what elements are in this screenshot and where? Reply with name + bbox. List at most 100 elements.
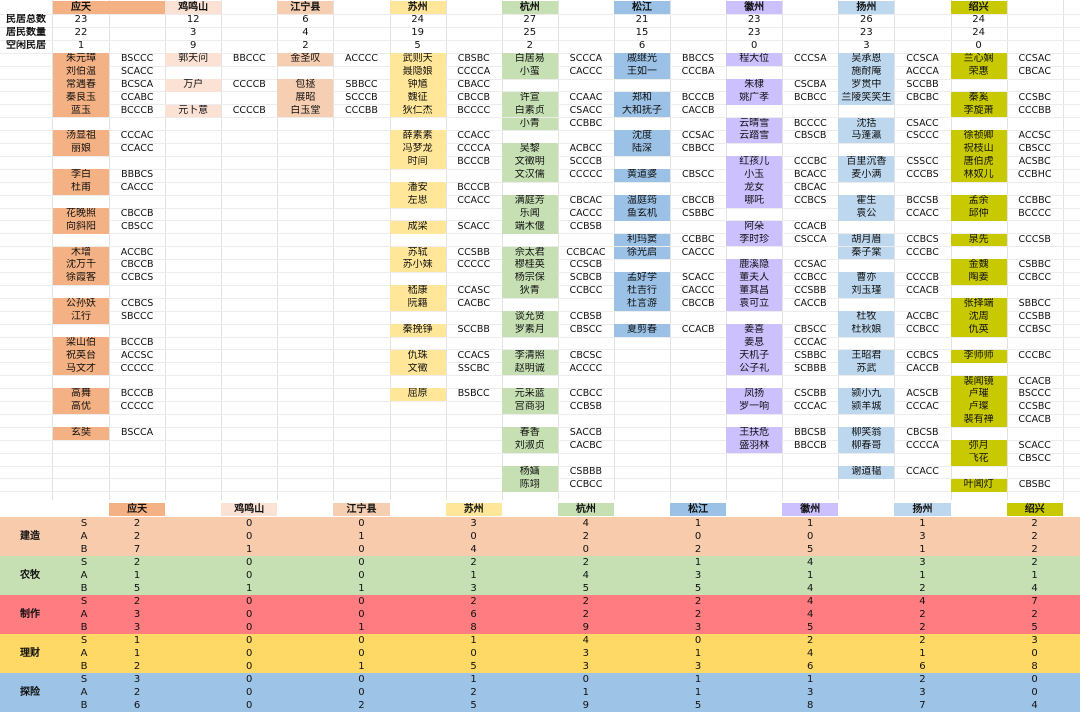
resident-name[interactable]: 兰陵笑笑生 [838, 91, 895, 105]
resident-name[interactable]: 万户 [165, 78, 222, 92]
resident-name[interactable]: 春香 [501, 427, 558, 440]
resident-name[interactable]: 哪吒 [726, 194, 783, 208]
resident-name[interactable]: 马蓬瀛 [838, 130, 895, 144]
resident-name[interactable]: 唐伯虎 [950, 156, 1007, 170]
resident-name[interactable]: 魏征 [389, 91, 446, 105]
resident-name[interactable]: 公子礼 [726, 362, 783, 376]
resident-name[interactable]: 屈原 [389, 388, 446, 402]
resident-name[interactable]: 杨婳 [501, 465, 558, 479]
resident-name[interactable]: 高优 [53, 401, 109, 415]
resident-name[interactable]: 元采蓝 [501, 388, 558, 402]
resident-name[interactable]: 穆桂英 [501, 259, 558, 273]
resident-name[interactable]: 元卜意 [165, 104, 222, 118]
resident-name[interactable]: 小蛮 [501, 65, 558, 79]
resident-name[interactable]: 端木偃 [501, 220, 558, 234]
resident-name[interactable]: 白素贞 [501, 104, 558, 118]
resident-name[interactable]: 丽娘 [53, 143, 109, 157]
resident-name[interactable]: 罗贯中 [838, 78, 895, 92]
resident-name[interactable]: 吴黎 [501, 143, 558, 157]
resident-name[interactable]: 董夫人 [726, 272, 783, 286]
resident-name[interactable]: 李清照 [501, 349, 558, 363]
city-header[interactable]: 江宁县 [277, 1, 334, 14]
resident-name[interactable]: 文汉儒 [501, 169, 558, 182]
resident-name[interactable]: 飞花 [950, 452, 1007, 466]
resident-name[interactable]: 弥月 [950, 440, 1007, 453]
resident-name[interactable]: 百里沉香 [838, 156, 895, 170]
city-header[interactable]: 徽州 [726, 1, 783, 14]
resident-name[interactable]: 马文才 [53, 362, 109, 376]
city-header[interactable]: 鸡鸣山 [165, 1, 222, 14]
resident-name[interactable]: 乐闻 [501, 207, 558, 221]
resident-name[interactable]: 郭天问 [165, 53, 222, 66]
resident-name[interactable]: 杨宗保 [501, 272, 558, 286]
resident-name[interactable]: 裴闻镜 [950, 375, 1007, 389]
resident-name[interactable]: 刘淑贞 [501, 440, 558, 453]
resident-name[interactable]: 云踏雪 [726, 130, 783, 144]
resident-name[interactable]: 姚广孝 [726, 91, 783, 105]
city-header[interactable]: 苏州 [389, 1, 446, 14]
resident-name[interactable]: 仇珠 [389, 349, 446, 363]
resident-name[interactable]: 兰心娴 [950, 53, 1007, 66]
resident-name[interactable]: 高舞 [53, 388, 109, 402]
resident-name[interactable]: 柳春哥 [838, 440, 895, 453]
resident-name[interactable]: 白玉堂 [277, 104, 334, 118]
resident-name[interactable]: 温庭筠 [614, 194, 670, 208]
resident-name[interactable]: 陆深 [614, 143, 670, 157]
resident-name[interactable]: 孟好学 [614, 272, 670, 286]
resident-name[interactable]: 嵇康 [389, 285, 446, 299]
resident-name[interactable]: 薛素素 [389, 130, 446, 144]
resident-name[interactable]: 泉先 [950, 233, 1007, 247]
resident-name[interactable]: 秦奚 [950, 91, 1007, 105]
resident-name[interactable]: 武则天 [389, 53, 446, 66]
resident-name[interactable]: 祝英台 [53, 349, 109, 363]
resident-name[interactable]: 罗一响 [726, 401, 783, 415]
resident-name[interactable]: 鹿溪隐 [726, 259, 783, 273]
resident-name[interactable]: 李旋萧 [950, 104, 1007, 118]
resident-name[interactable]: 苏轼 [389, 246, 446, 260]
resident-name[interactable]: 金魏 [950, 259, 1007, 273]
resident-name[interactable]: 文徵明 [501, 156, 558, 170]
resident-name[interactable]: 王昭君 [838, 349, 895, 363]
resident-name[interactable]: 秦挽铮 [389, 323, 446, 337]
resident-name[interactable]: 小玉 [726, 169, 783, 182]
resident-name[interactable]: 苏小妹 [389, 259, 446, 273]
resident-name[interactable]: 刘玉瑾 [838, 285, 895, 299]
resident-name[interactable]: 张择端 [950, 298, 1007, 311]
resident-name[interactable]: 梁山伯 [53, 336, 109, 350]
resident-name[interactable]: 王如一 [614, 65, 670, 79]
resident-name[interactable]: 谈允贤 [501, 311, 558, 324]
resident-name[interactable]: 徐霞客 [53, 272, 109, 286]
resident-name[interactable]: 仇英 [950, 323, 1007, 337]
resident-name[interactable]: 江行 [53, 311, 109, 324]
resident-name[interactable]: 颍羊城 [838, 401, 895, 415]
resident-name[interactable]: 佘太君 [501, 246, 558, 260]
resident-name[interactable]: 红孩儿 [726, 156, 783, 170]
city-header[interactable]: 扬州 [838, 1, 895, 14]
resident-name[interactable]: 李时珍 [726, 233, 783, 247]
resident-name[interactable]: 许宣 [501, 91, 558, 105]
resident-name[interactable]: 杜吉行 [614, 285, 670, 299]
city-header[interactable]: 应天 [53, 1, 109, 14]
resident-name[interactable]: 袁公 [838, 207, 895, 221]
resident-name[interactable]: 林奴儿 [950, 169, 1007, 182]
resident-name[interactable]: 李白 [53, 169, 109, 182]
resident-name[interactable]: 蓝玉 [53, 104, 109, 118]
resident-name[interactable]: 颍小九 [838, 388, 895, 402]
resident-name[interactable]: 聂隐娘 [389, 65, 446, 79]
resident-name[interactable]: 夏剪春 [614, 323, 670, 337]
resident-name[interactable]: 云晴雪 [726, 117, 783, 131]
resident-name[interactable]: 白居易 [501, 53, 558, 66]
resident-name[interactable]: 成梁 [389, 220, 446, 234]
resident-name[interactable]: 潘安 [389, 182, 446, 195]
resident-name[interactable]: 杜牧 [838, 311, 895, 324]
resident-name[interactable]: 花晚照 [53, 207, 109, 221]
resident-name[interactable]: 胡月眉 [838, 233, 895, 247]
resident-name[interactable]: 利玛窦 [614, 233, 670, 247]
resident-name[interactable]: 宫商羽 [501, 401, 558, 415]
resident-name[interactable]: 陈翊 [501, 478, 558, 492]
resident-name[interactable]: 玄奘 [53, 427, 109, 440]
resident-name[interactable]: 黄道婆 [614, 169, 670, 182]
resident-name[interactable]: 姜息 [726, 336, 783, 350]
resident-name[interactable]: 满庭芳 [501, 194, 558, 208]
resident-name[interactable]: 祝枝山 [950, 143, 1007, 157]
